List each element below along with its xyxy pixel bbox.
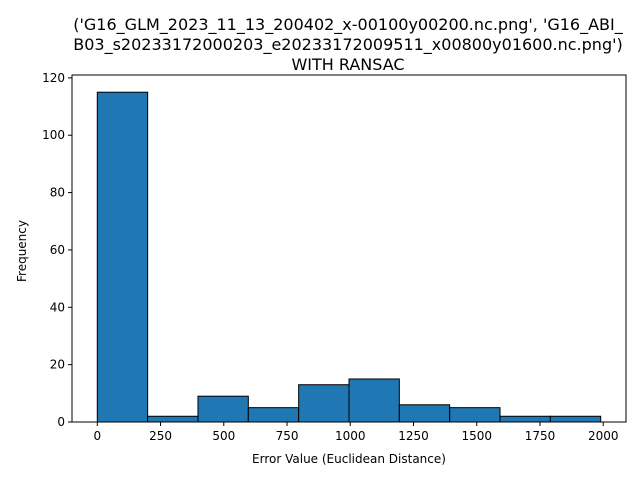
y-axis-label: Frequency [15, 220, 29, 282]
y-tick-label: 20 [50, 358, 65, 372]
histogram-bar-10 [549, 415, 602, 423]
x-tick-label: 1750 [525, 429, 556, 443]
histogram-bar-4 [247, 407, 300, 423]
y-tick-label: 80 [50, 186, 65, 200]
x-tick-label: 2000 [588, 429, 619, 443]
histogram-bar-7 [398, 404, 451, 423]
x-tick-label: 500 [212, 429, 235, 443]
histogram-bar-6 [348, 378, 400, 423]
title-line-2: B03_s20233172000203_e20233172009511_x008… [73, 35, 622, 55]
histogram-bar-5 [298, 384, 350, 423]
y-tick-label: 100 [42, 128, 65, 142]
title-line-1: ('G16_GLM_2023_11_13_200402_x-00100y0020… [73, 15, 623, 35]
y-tick-label: 120 [42, 71, 65, 85]
y-tick-label: 40 [50, 300, 65, 314]
y-axis-ticks: 0 20 40 60 80 100 120 [42, 71, 72, 429]
x-tick-label: 1250 [398, 429, 429, 443]
x-axis-ticks: 0 250 500 750 1000 1250 1500 1750 2000 [93, 422, 619, 443]
histogram-bars [96, 91, 602, 423]
histogram-bar-2 [147, 415, 199, 423]
x-tick-label: 1500 [461, 429, 492, 443]
x-tick-label: 750 [276, 429, 299, 443]
x-tick-label: 1000 [335, 429, 366, 443]
histogram-bar-1 [96, 91, 149, 423]
plot-frame [71, 74, 627, 423]
chart-title: ('G16_GLM_2023_11_13_200402_x-00100y0020… [73, 15, 623, 74]
histogram-bar-8 [449, 407, 501, 423]
x-tick-label: 250 [149, 429, 172, 443]
title-line-3: WITH RANSAC [291, 55, 404, 74]
x-axis-label: Error Value (Euclidean Distance) [252, 452, 446, 466]
x-tick-label: 0 [93, 429, 101, 443]
y-tick-label: 0 [57, 415, 65, 429]
histogram-bar-3 [197, 395, 249, 423]
y-tick-label: 60 [50, 243, 65, 257]
histogram-bar-9 [499, 415, 551, 423]
